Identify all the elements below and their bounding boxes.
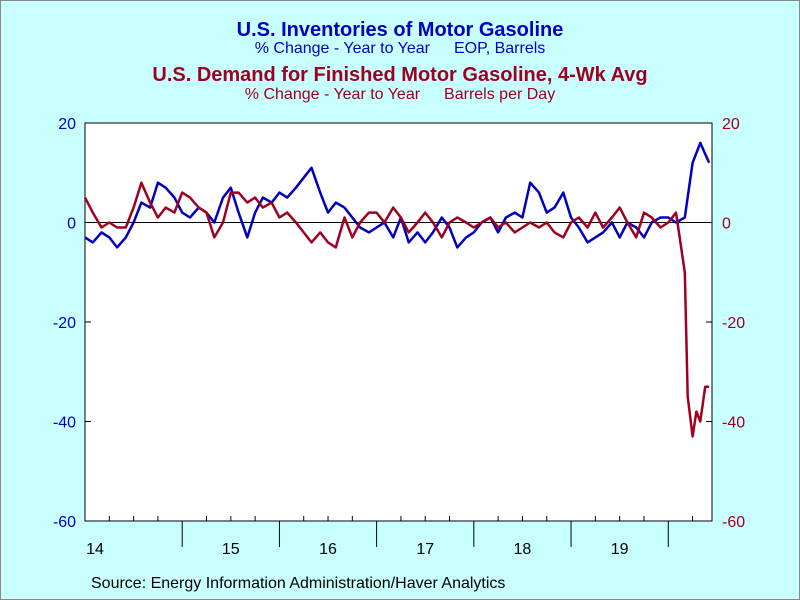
inventories-subtitle: % Change - Year to Year EOP, Barrels <box>0 40 800 58</box>
right-y-tick-label: 20 <box>722 116 740 133</box>
demand-title: U.S. Demand for Finished Motor Gasoline,… <box>152 64 648 86</box>
demand-subtitle-units: % Change - Year to Year <box>244 86 421 103</box>
inventories-subtitle-units: % Change - Year to Year <box>254 40 430 57</box>
inventories-series-line <box>84 141 711 249</box>
demand-subtitle: % Change - Year to Year Barrels per Day <box>0 86 800 104</box>
right-y-tick-label: 0 <box>722 216 731 233</box>
left-y-tick-label: -40 <box>53 415 76 432</box>
x-tick-label: 17 <box>416 541 434 558</box>
right-y-tick-label: -20 <box>722 315 745 332</box>
left-y-tick-label: 0 <box>67 216 76 233</box>
right-y-tick-label: -60 <box>722 514 745 531</box>
plot-area <box>84 122 713 522</box>
x-tick-label: 19 <box>611 541 629 558</box>
inventories-subtitle-measure: EOP, Barrels <box>453 40 546 57</box>
x-tick-label: 14 <box>86 541 104 558</box>
right-y-tick-label: -40 <box>722 415 745 432</box>
left-y-tick-label: -20 <box>53 315 76 332</box>
x-tick-label: 18 <box>514 541 532 558</box>
series-lines <box>83 141 711 438</box>
source-note: Source: Energy Information Administratio… <box>91 575 506 592</box>
left-y-tick-label: -60 <box>53 514 76 531</box>
left-y-tick-label: 20 <box>58 116 76 133</box>
demand-subtitle-measure: Barrels per Day <box>444 86 556 103</box>
inventories-title: U.S. Inventories of Motor Gasoline <box>236 19 564 41</box>
axis-labels: 20 0 -20 -40 -60 20 0 -20 -40 -60 14 15 16 17 18 19 <box>53 116 745 558</box>
x-tick-label: 16 <box>319 541 337 558</box>
demand-series-line <box>83 181 710 438</box>
x-tick-label: 15 <box>222 541 240 558</box>
